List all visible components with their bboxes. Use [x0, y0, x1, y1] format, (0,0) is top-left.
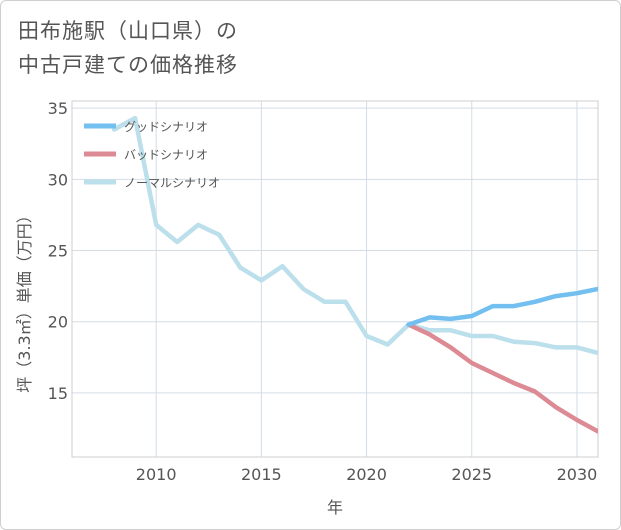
y-axis-label: 坪（3.3㎡）単価（万円） — [15, 207, 34, 392]
series-line-0 — [406, 286, 598, 327]
x-axis-label: 年 — [327, 498, 343, 517]
y-tick-label: 25 — [48, 242, 68, 261]
x-tick-label: 2020 — [346, 465, 387, 484]
y-tick-label: 35 — [48, 99, 68, 118]
chart-title: 田布施駅（山口県）の 中古戸建ての価格推移 — [18, 14, 238, 82]
legend-label: バッドシナリオ — [124, 148, 208, 162]
x-tick-label: 2010 — [136, 465, 177, 484]
legend-label: ノーマルシナリオ — [124, 176, 220, 190]
grid-lines — [72, 101, 598, 457]
x-tick-label: 2025 — [451, 465, 492, 484]
plot-area-border — [71, 100, 599, 458]
series-line-1 — [406, 322, 598, 434]
y-tick-label: 15 — [48, 384, 68, 403]
series-line-2 — [111, 115, 598, 356]
x-tick-label: 2030 — [557, 465, 598, 484]
x-tick-label: 2015 — [241, 465, 282, 484]
y-tick-label: 20 — [48, 313, 68, 332]
y-tick-label: 30 — [48, 170, 68, 189]
chart-title-line-1: 田布施駅（山口県）の — [18, 19, 238, 43]
series-layer — [111, 115, 598, 434]
legend-label: グッドシナリオ — [124, 120, 208, 134]
chart-title-line-2: 中古戸建ての価格推移 — [18, 53, 238, 77]
